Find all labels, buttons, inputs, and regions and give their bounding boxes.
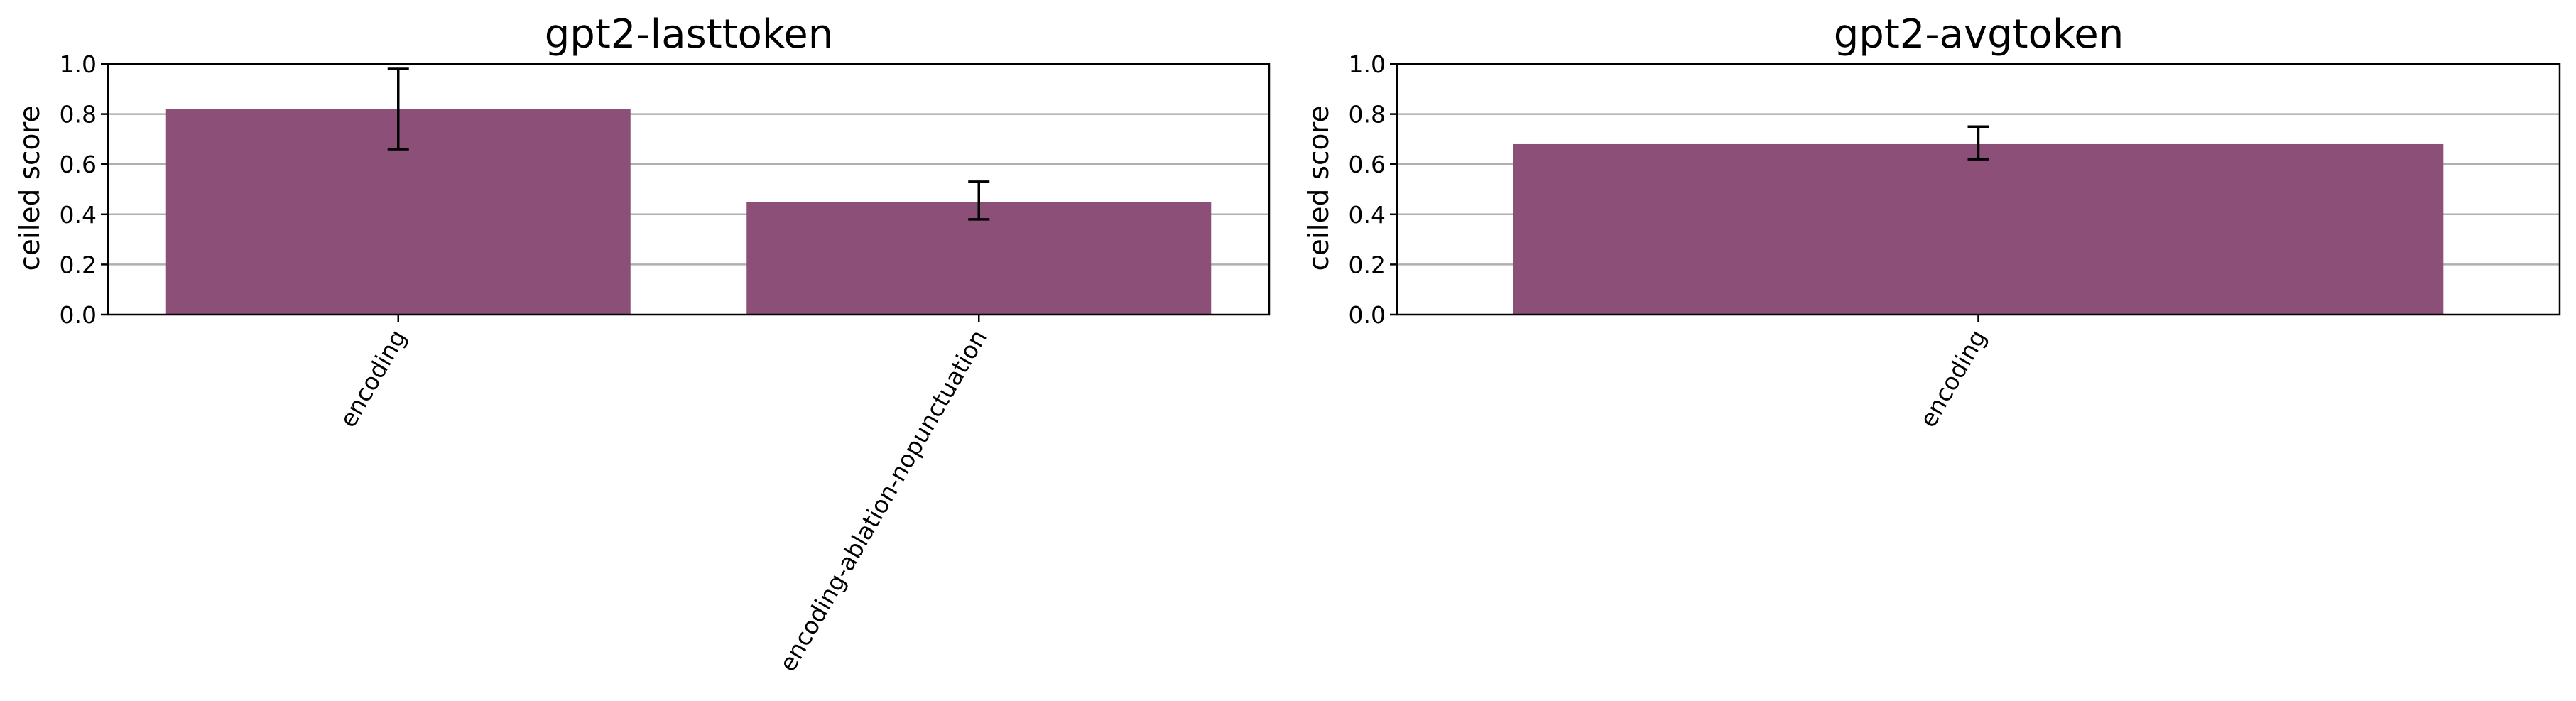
bar [1513, 143, 2444, 315]
bar [746, 202, 1212, 315]
y-tick-label: 0.0 [60, 301, 97, 329]
plot-frame [1396, 63, 2561, 316]
chart-gpt2-avgtoken: gpt2-avgtoken ceiled score encoding0.00.… [1303, 11, 2561, 432]
y-axis-label: ceiled score [1303, 105, 1335, 271]
y-tick-label: 0.2 [60, 251, 97, 278]
y-tick-label: 0.4 [60, 201, 97, 229]
chart-title: gpt2-avgtoken [1834, 11, 2124, 58]
y-axis-label: ceiled score [14, 105, 46, 271]
y-tick-label: 0.8 [1349, 101, 1386, 129]
y-tick-label: 0.2 [1349, 251, 1386, 278]
plot-frame [107, 63, 1271, 316]
y-tick-label: 0.6 [60, 151, 97, 178]
y-tick-label: 0.0 [1349, 301, 1386, 329]
chart-title: gpt2-lasttoken [545, 11, 834, 58]
y-tick-label: 0.8 [60, 101, 97, 129]
y-tick-label: 0.6 [1349, 151, 1386, 178]
y-tick-label: 1.0 [60, 50, 97, 78]
y-tick-label: 0.4 [1349, 201, 1386, 229]
y-tick-label: 1.0 [1349, 50, 1386, 78]
